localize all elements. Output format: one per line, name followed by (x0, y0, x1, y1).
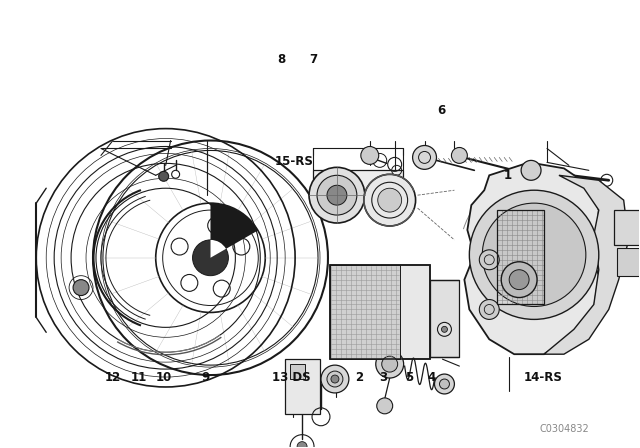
Circle shape (509, 270, 529, 289)
Bar (614, 210, 640, 245)
Circle shape (479, 300, 499, 319)
Circle shape (327, 371, 343, 387)
Circle shape (377, 398, 393, 414)
Circle shape (378, 188, 402, 212)
Bar (313, 170, 403, 198)
Bar (330, 265, 429, 359)
Circle shape (381, 356, 397, 372)
Text: 1: 1 (504, 168, 512, 181)
Wedge shape (211, 203, 258, 258)
Circle shape (317, 175, 357, 215)
Circle shape (159, 171, 169, 181)
Text: 14-RS: 14-RS (524, 371, 563, 384)
Bar (617, 248, 640, 276)
Circle shape (297, 442, 307, 448)
Text: 7: 7 (310, 53, 317, 66)
Polygon shape (544, 175, 628, 354)
Circle shape (451, 147, 467, 164)
Wedge shape (211, 240, 226, 258)
Circle shape (435, 374, 454, 394)
Circle shape (479, 250, 499, 270)
Text: 11: 11 (131, 371, 147, 384)
Circle shape (376, 350, 404, 378)
Circle shape (442, 326, 447, 332)
Circle shape (440, 379, 449, 389)
Text: 2: 2 (355, 371, 364, 384)
Text: 9: 9 (201, 371, 209, 384)
Text: 4: 4 (428, 371, 436, 384)
Text: 5: 5 (405, 371, 413, 384)
Text: 15-RS: 15-RS (275, 155, 314, 168)
Circle shape (483, 203, 586, 306)
Text: 8: 8 (278, 53, 286, 66)
Bar (429, 280, 460, 357)
Text: 13 DS: 13 DS (272, 371, 310, 384)
Circle shape (469, 190, 599, 319)
Circle shape (327, 185, 347, 205)
Text: 12: 12 (105, 371, 121, 384)
Circle shape (521, 160, 541, 180)
Circle shape (73, 280, 89, 296)
Text: 10: 10 (156, 371, 172, 384)
Bar (285, 359, 320, 414)
Polygon shape (465, 162, 599, 354)
Text: C0304832: C0304832 (539, 424, 589, 434)
Bar (330, 265, 429, 359)
Text: 6: 6 (437, 104, 445, 117)
Text: 3: 3 (380, 371, 388, 384)
Circle shape (193, 240, 228, 276)
Circle shape (361, 146, 379, 164)
Circle shape (321, 365, 349, 393)
Bar (330, 265, 399, 359)
Circle shape (364, 174, 415, 226)
Circle shape (309, 168, 365, 223)
Circle shape (331, 375, 339, 383)
Bar (290, 364, 305, 379)
Bar (497, 210, 544, 305)
Circle shape (501, 262, 537, 297)
Circle shape (413, 146, 436, 169)
